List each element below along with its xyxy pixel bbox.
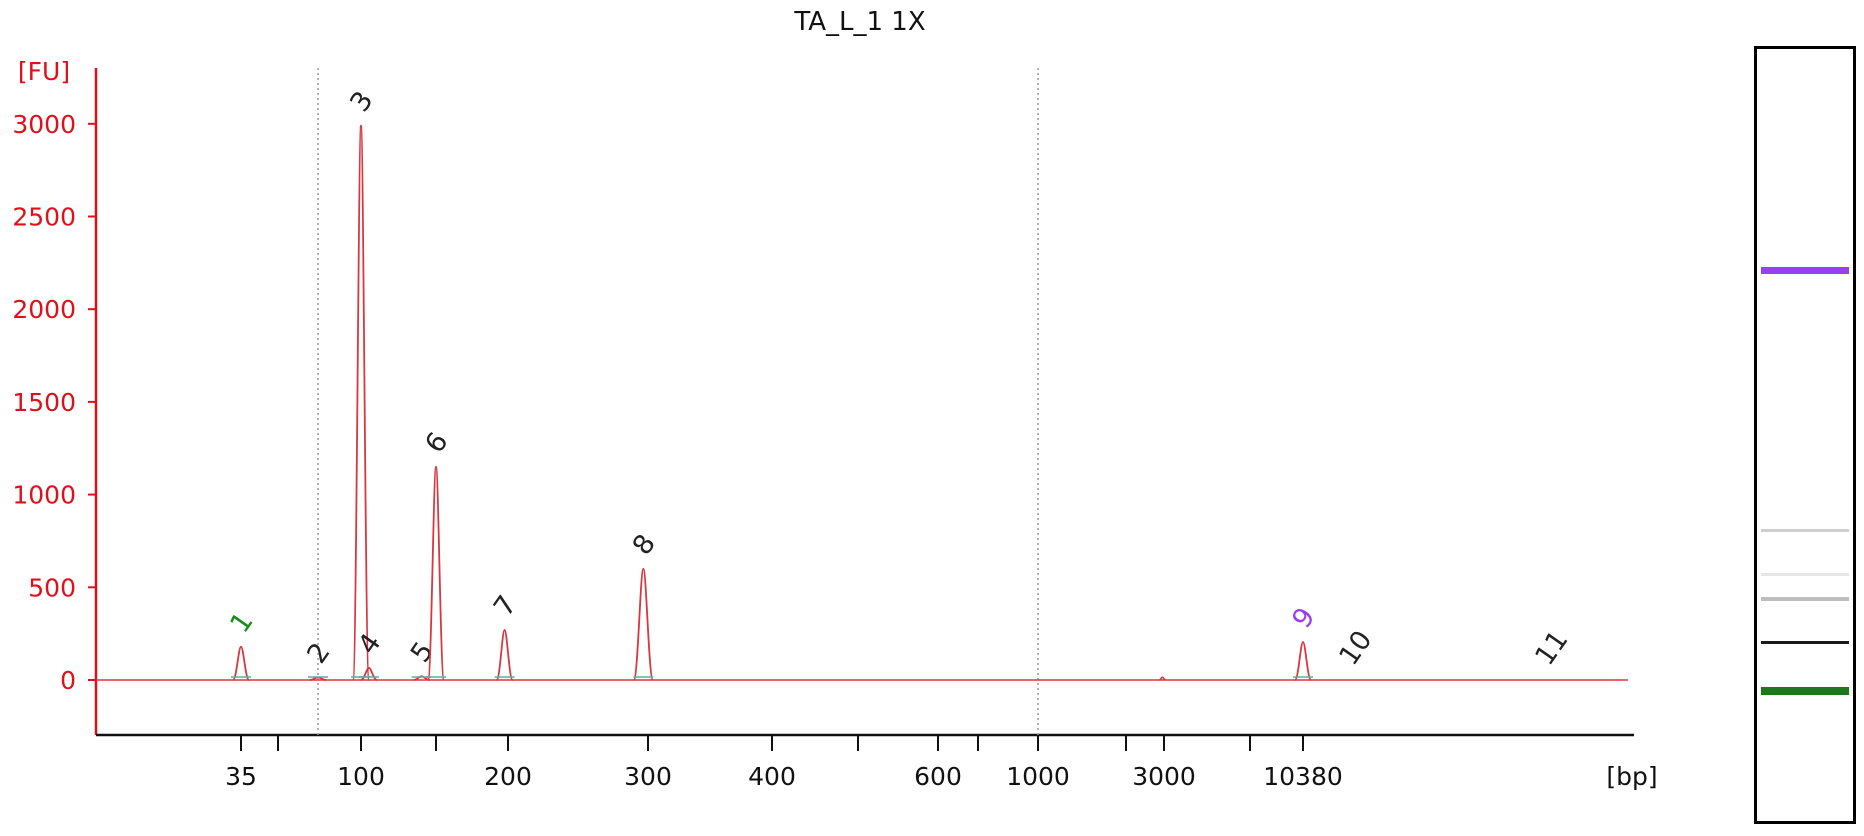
peak-9	[1294, 641, 1312, 681]
peak-8	[632, 567, 654, 681]
x-tick-label: 200	[484, 762, 532, 791]
peak-label-3: 3	[344, 86, 379, 118]
minor-peak-1	[1159, 676, 1166, 681]
x-tick-label: 10380	[1263, 762, 1343, 791]
x-tick-label: 100	[337, 762, 385, 791]
peak-7	[495, 629, 514, 681]
peak-label-1: 1	[224, 607, 259, 639]
x-tick-label: 600	[914, 762, 962, 791]
peak-1	[232, 645, 250, 681]
peak-label-9: 9	[1286, 602, 1321, 634]
y-tick-label: 2000	[12, 295, 76, 324]
x-tick-label: 35	[225, 762, 257, 791]
lower-marker-band	[1761, 687, 1849, 695]
x-tick-label: 1000	[1006, 762, 1070, 791]
peak-label-5: 5	[405, 636, 440, 668]
x-tick-label: 300	[624, 762, 672, 791]
y-tick-label: 2500	[12, 203, 76, 232]
band-7	[1761, 573, 1849, 576]
chart-title: TA_L_1 1X	[793, 7, 925, 37]
y-tick-label: 1000	[12, 481, 76, 510]
peak-3	[352, 124, 370, 681]
peak-4	[360, 667, 378, 681]
band-6	[1761, 597, 1849, 601]
y-tick-label: 1500	[12, 388, 76, 417]
x-tick-label: 400	[748, 762, 796, 791]
peak-label-2: 2	[301, 637, 336, 669]
x-tick-label: 3000	[1132, 762, 1196, 791]
upper-marker-band	[1761, 267, 1849, 274]
peak-label-7: 7	[488, 590, 523, 622]
x-axis-label: [bp]	[1606, 762, 1657, 791]
y-tick-label: 500	[28, 573, 76, 602]
y-tick-label: 0	[60, 666, 76, 695]
peak-label-4: 4	[352, 628, 387, 660]
y-tick-label: 3000	[12, 110, 76, 139]
gel-lane	[1754, 46, 1856, 824]
band-3	[1761, 641, 1849, 644]
peak-label-8: 8	[627, 529, 662, 561]
peak-label-6: 6	[419, 427, 454, 459]
y-axis-label: [FU]	[18, 57, 70, 86]
peak-label-10: 10	[1333, 625, 1378, 671]
band-8	[1761, 529, 1849, 532]
peak-6	[427, 465, 445, 681]
peak-label-11: 11	[1529, 625, 1574, 671]
